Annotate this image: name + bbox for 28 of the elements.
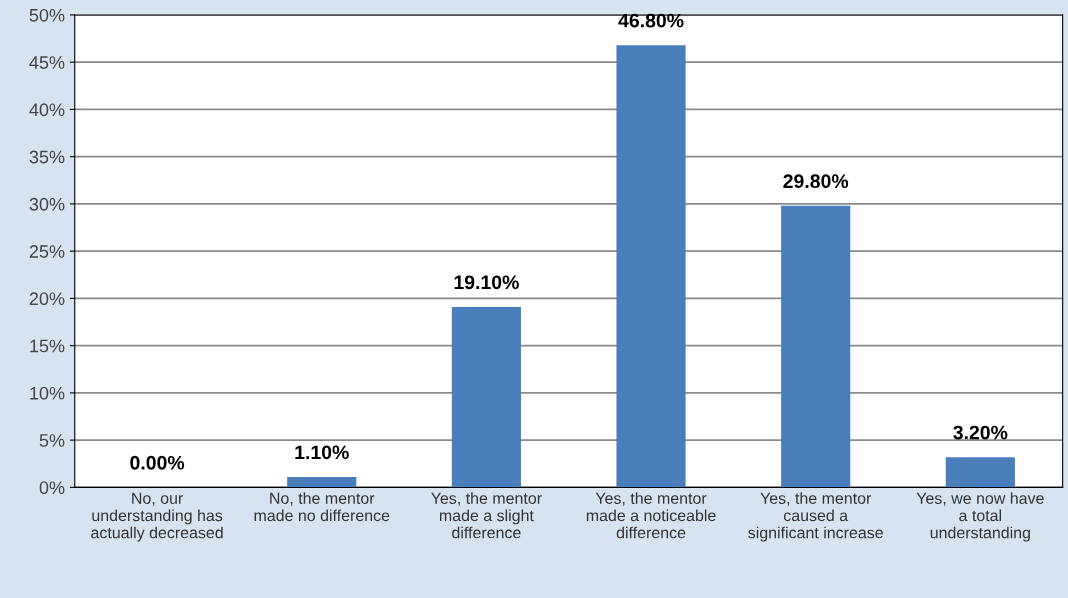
y-tick-label: 5% [39, 434, 65, 447]
y-tick-label: 45% [29, 56, 65, 69]
y-tick-label: 20% [29, 292, 65, 306]
y-tick-label: 10% [30, 386, 65, 400]
y-tick-label: 15% [30, 339, 65, 353]
bar [616, 45, 686, 488]
bar [781, 205, 851, 488]
x-tick-label: No, our understanding has actually decreased [91, 492, 223, 542]
y-tick-label: 35% [29, 150, 65, 164]
data-label: 29.80% [783, 174, 849, 189]
bar [451, 306, 521, 488]
y-tick-label: 30% [29, 197, 65, 211]
x-tick-label: Yes, we now have a total understanding [916, 492, 1044, 542]
data-label: 0.00% [130, 455, 185, 470]
data-label: 1.10% [295, 445, 349, 460]
x-tick-label: Yes, the mentor made a slight difference [431, 492, 542, 539]
y-tick-label: 25% [29, 245, 65, 258]
y-tick-label: 40% [29, 103, 65, 117]
data-label: 19.10% [454, 275, 519, 290]
data-label: 3.20% [953, 425, 1008, 440]
bar [945, 457, 1015, 488]
x-tick-label: Yes, the mentor caused a significant increase [748, 492, 883, 542]
y-tick-label: 50% [29, 8, 65, 22]
x-tick-label: Yes, the mentor made a noticeable difference [586, 492, 716, 539]
bar [287, 476, 357, 488]
data-label: 46.80% [618, 13, 684, 28]
y-tick-label: 0% [39, 481, 65, 495]
x-tick-label: No, the mentor made no difference [254, 492, 390, 522]
